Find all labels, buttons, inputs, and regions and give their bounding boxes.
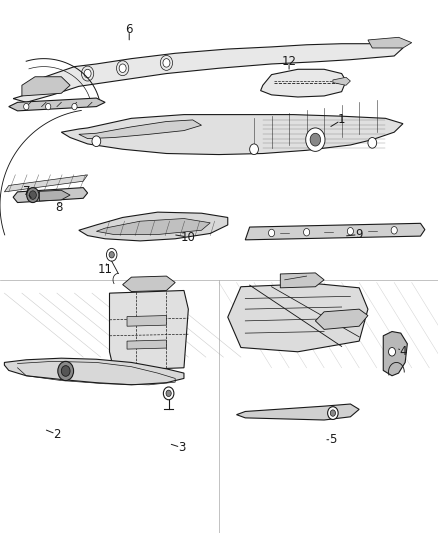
Text: 4: 4 xyxy=(399,345,407,358)
Circle shape xyxy=(166,390,171,397)
Circle shape xyxy=(58,361,74,381)
Circle shape xyxy=(163,59,170,67)
Text: 10: 10 xyxy=(181,231,196,244)
Polygon shape xyxy=(22,77,70,96)
Circle shape xyxy=(163,387,174,400)
Polygon shape xyxy=(110,290,188,370)
Circle shape xyxy=(106,248,117,261)
Circle shape xyxy=(109,252,114,258)
Polygon shape xyxy=(228,284,368,352)
Polygon shape xyxy=(127,316,166,326)
Circle shape xyxy=(306,128,325,151)
Circle shape xyxy=(92,136,101,147)
Text: 5: 5 xyxy=(329,433,336,446)
Circle shape xyxy=(29,191,36,199)
Circle shape xyxy=(46,103,51,110)
Circle shape xyxy=(310,133,321,146)
Polygon shape xyxy=(4,175,88,192)
Circle shape xyxy=(304,229,310,236)
Polygon shape xyxy=(39,190,70,201)
Text: 8: 8 xyxy=(56,201,63,214)
Polygon shape xyxy=(123,276,175,292)
Circle shape xyxy=(328,407,338,419)
Text: 2: 2 xyxy=(53,428,61,441)
Circle shape xyxy=(61,366,70,376)
Text: 6: 6 xyxy=(125,23,133,36)
Text: 9: 9 xyxy=(355,228,363,241)
Polygon shape xyxy=(315,309,368,329)
Text: 7: 7 xyxy=(22,185,30,198)
Circle shape xyxy=(27,188,39,203)
Text: 3: 3 xyxy=(178,441,185,454)
Polygon shape xyxy=(13,188,88,203)
Polygon shape xyxy=(368,37,412,48)
Circle shape xyxy=(347,228,353,235)
Polygon shape xyxy=(261,69,346,97)
Circle shape xyxy=(389,348,396,356)
Polygon shape xyxy=(79,120,201,139)
Polygon shape xyxy=(280,273,324,288)
Circle shape xyxy=(391,227,397,234)
Polygon shape xyxy=(96,219,210,235)
Circle shape xyxy=(330,410,336,416)
Polygon shape xyxy=(79,212,228,241)
Text: 12: 12 xyxy=(282,55,297,68)
Polygon shape xyxy=(4,358,184,385)
Polygon shape xyxy=(9,98,105,111)
Polygon shape xyxy=(383,332,407,376)
Polygon shape xyxy=(333,77,350,85)
Circle shape xyxy=(84,69,91,78)
Circle shape xyxy=(72,103,77,110)
Circle shape xyxy=(268,229,275,237)
Text: 1: 1 xyxy=(338,114,346,126)
Circle shape xyxy=(368,138,377,148)
Circle shape xyxy=(24,103,29,110)
Polygon shape xyxy=(237,404,359,420)
Circle shape xyxy=(119,64,126,72)
Polygon shape xyxy=(245,223,425,240)
Polygon shape xyxy=(127,340,166,349)
Text: 11: 11 xyxy=(98,263,113,276)
Polygon shape xyxy=(61,115,403,155)
Polygon shape xyxy=(13,44,403,102)
Circle shape xyxy=(250,144,258,155)
